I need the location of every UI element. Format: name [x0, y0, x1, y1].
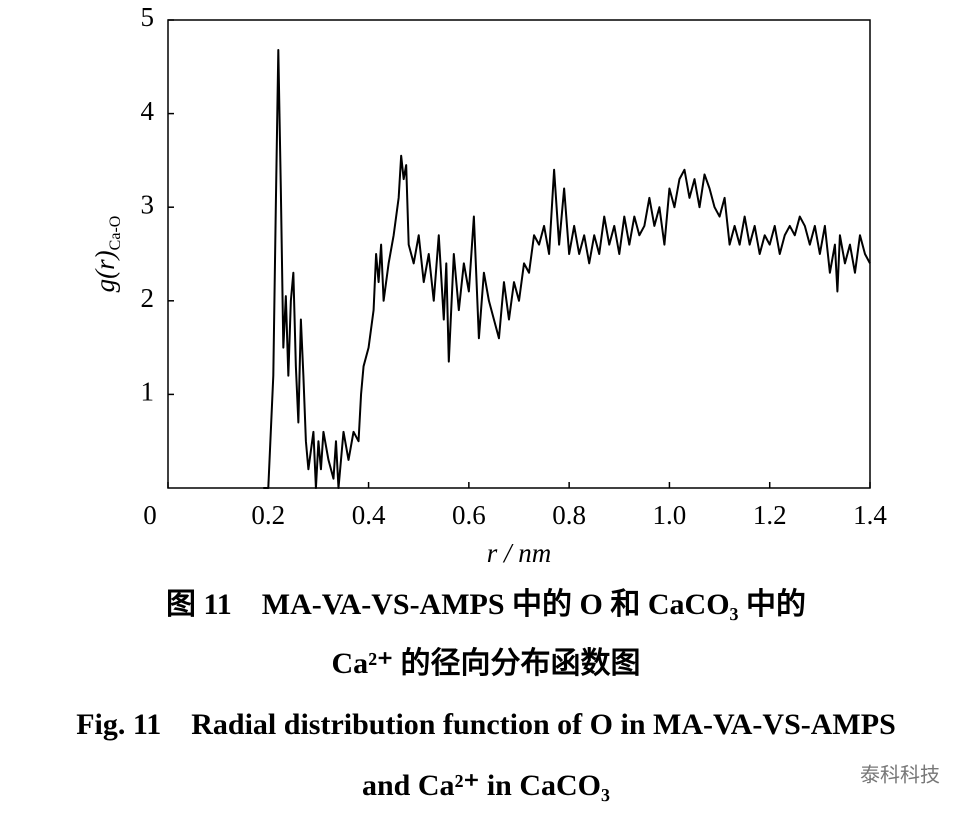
y-tick-label: 1: [141, 377, 155, 407]
x-tick-label: 1.4: [853, 500, 887, 530]
x-tick-label: 0.8: [552, 500, 586, 530]
x-tick-label: 1.2: [753, 500, 787, 530]
x-tick-label: 1.0: [653, 500, 687, 530]
data-line: [263, 48, 871, 489]
caption-cn: 图 11 MA-VA-VS-AMPS 中的 O 和 CaCO₃ 中的: [166, 588, 806, 621]
y-axis-label: g(r)Ca-O: [90, 216, 123, 293]
y-tick-label: 5: [141, 2, 155, 32]
y-tick-label: 4: [141, 96, 155, 126]
caption-cn: Ca²⁺ 的径向分布函数图: [332, 647, 641, 680]
y-tick-label: 3: [141, 189, 155, 219]
watermark: 泰科科技: [860, 763, 940, 787]
x-tick-label: 0: [143, 500, 157, 530]
x-axis-label: r / nm: [487, 538, 552, 568]
y-tick-label: 2: [141, 283, 155, 313]
x-tick-label: 0.2: [251, 500, 285, 530]
caption-en: and Ca²⁺ in CaCO₃: [362, 769, 610, 802]
x-tick-label: 0.4: [352, 500, 386, 530]
x-tick-label: 0.6: [452, 500, 486, 530]
y-axis-label-sub: Ca-O: [107, 216, 124, 251]
plot-frame: [167, 19, 871, 489]
caption-en: Fig. 11 Radial distribution function of …: [76, 708, 896, 741]
y-axis-label-main: g(r): [90, 250, 120, 292]
